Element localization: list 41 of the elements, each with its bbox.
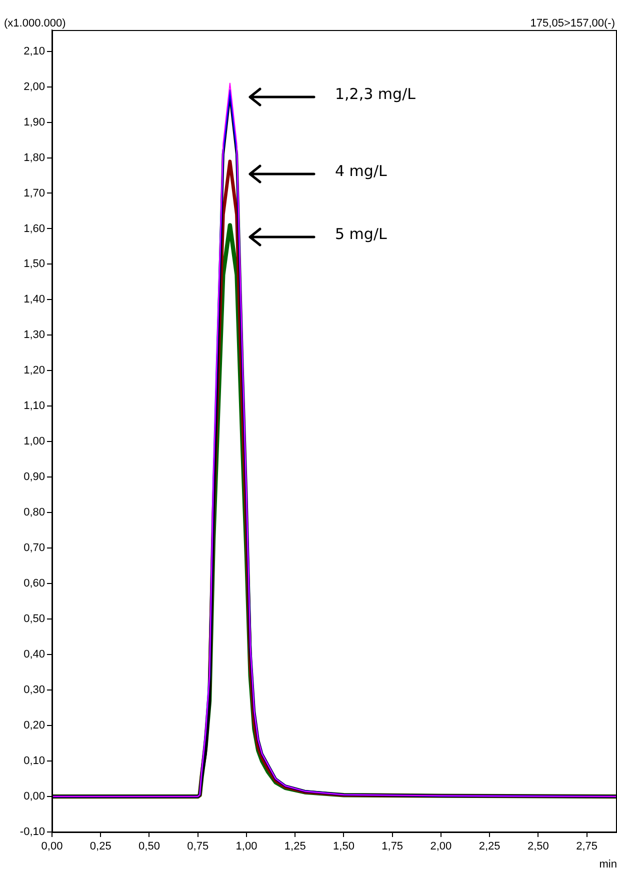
x-tick-label: 2,50 <box>527 840 549 853</box>
y-tick-label: -0,10 <box>20 826 45 838</box>
y-tick-label: 1,40 <box>24 294 45 306</box>
y-tick-label: 1,80 <box>24 152 45 164</box>
x-tick-label: 0,75 <box>187 840 209 853</box>
x-tick-label: 1,50 <box>333 840 354 853</box>
y-tick-label: 1,30 <box>24 329 45 342</box>
x-tick-label: 0,00 <box>41 840 63 853</box>
y-tick-label: 1,00 <box>24 436 45 448</box>
x-tick-label: 2,25 <box>478 840 500 853</box>
y-tick-label: 0,10 <box>24 755 45 768</box>
y-axis-title: (x1.000.000) <box>4 18 66 30</box>
y-tick-label: 0,90 <box>24 471 45 484</box>
y-tick-label: 0,20 <box>24 720 45 732</box>
x-tick-label: 1,00 <box>236 840 258 853</box>
annotation: 4 mg/L <box>335 162 388 180</box>
y-tick-label: 0,40 <box>24 648 45 661</box>
y-tick-label: 2,00 <box>24 80 45 93</box>
y-tick-label: 1,60 <box>24 222 45 235</box>
y-tick-label: 1,70 <box>24 187 45 200</box>
y-tick-label: 1,50 <box>24 258 45 270</box>
x-tick-label: 0,25 <box>90 840 112 853</box>
annotation: 5 mg/L <box>335 224 388 243</box>
x-tick-label: 2,75 <box>576 840 598 853</box>
y-tick-label: 0,60 <box>24 578 45 590</box>
y-tick-label: 1,10 <box>24 400 45 412</box>
y-tick-label: 0,00 <box>24 790 45 803</box>
annotation: 1,2,3 mg/L <box>335 84 416 103</box>
y-tick-label: 1,90 <box>24 116 45 128</box>
x-tick-label: 2,00 <box>430 840 452 853</box>
x-tick-label: 1,25 <box>284 840 306 853</box>
y-tick-label: 0,30 <box>24 684 45 696</box>
y-tick-label: 0,50 <box>24 613 45 626</box>
chart-subtitle: 175,05>157,00(-) <box>530 18 615 30</box>
x-tick-label: 1,75 <box>382 840 404 853</box>
y-tick-label: 0,80 <box>24 506 45 519</box>
y-tick-label: 0,70 <box>24 542 45 554</box>
y-tick-label: 1,20 <box>24 364 45 377</box>
x-axis-title: min <box>599 858 617 871</box>
y-tick-label: 2,10 <box>24 45 45 58</box>
x-tick-label: 0,50 <box>138 840 160 853</box>
